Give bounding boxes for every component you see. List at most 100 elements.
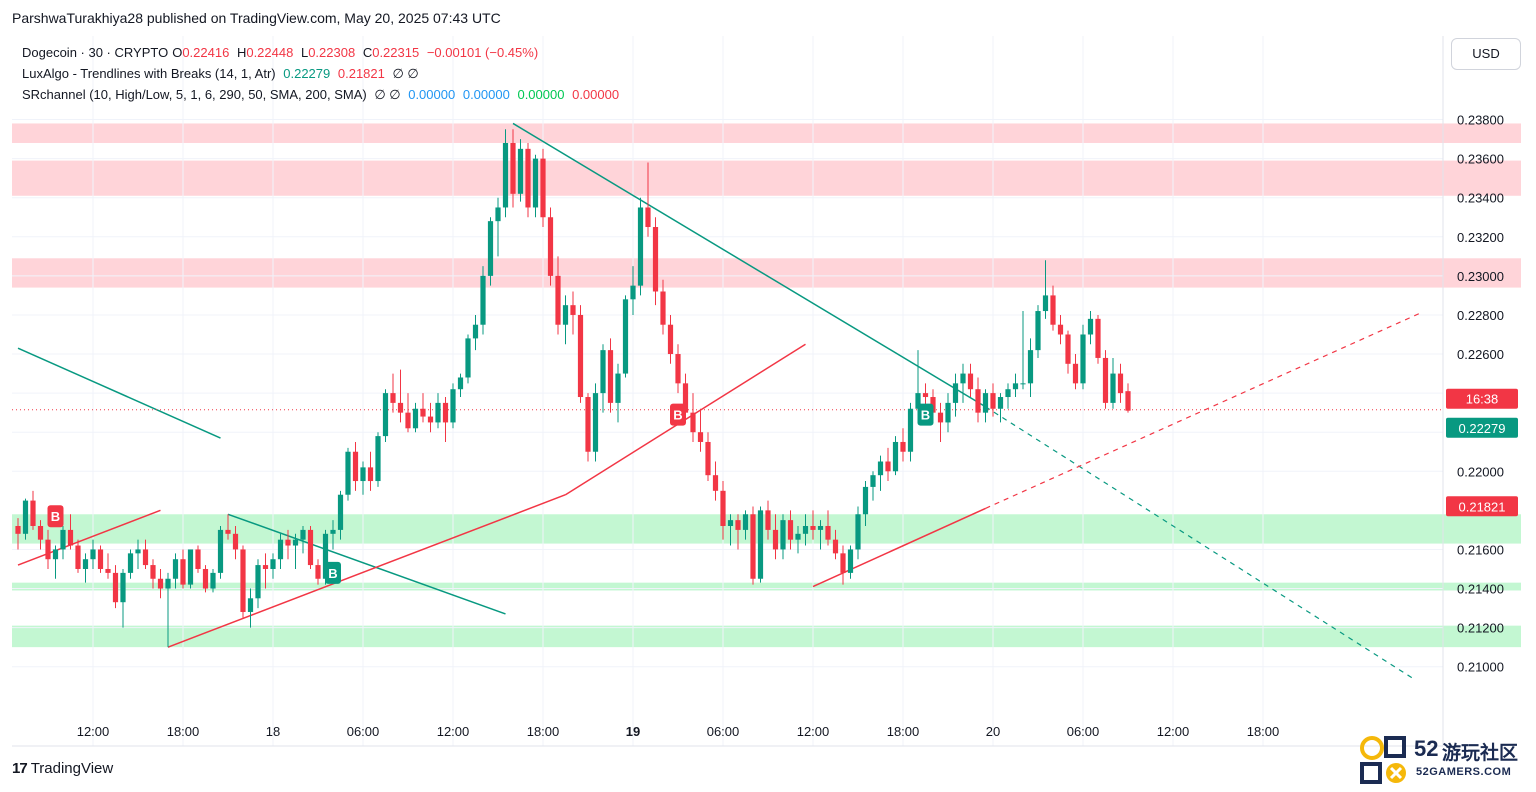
candle-body — [810, 525, 816, 530]
candle-body — [247, 598, 254, 612]
y-axis-tick-label: 0.22800 — [1457, 308, 1504, 323]
candle-body — [630, 285, 636, 300]
candle-body — [277, 539, 284, 560]
candle-body — [97, 549, 104, 569]
candle-body — [990, 393, 996, 409]
candle-body — [262, 565, 269, 569]
candle-body — [847, 549, 854, 573]
candle-body — [285, 539, 291, 546]
candle-body — [1057, 324, 1064, 335]
x-axis-tick-label: 06:00 — [707, 724, 740, 739]
candle-body — [217, 529, 224, 573]
price-label-box — [1446, 388, 1518, 409]
candle-body — [510, 142, 516, 194]
resistance-zone — [12, 258, 1521, 288]
indicator-name[interactable]: SRchannel (10, High/Low, 5, 1, 6, 290, 5… — [22, 87, 367, 102]
support-zone — [12, 582, 1521, 591]
candle-body — [757, 510, 764, 579]
candle-body — [412, 408, 419, 429]
indicator-value: 0.00000 — [462, 87, 510, 102]
x-axis-tick-label: 18 — [266, 724, 280, 739]
candle-body — [367, 467, 374, 482]
candle-body — [307, 529, 314, 566]
candle-body — [435, 402, 441, 423]
tradingview-logo-text: TradingView — [30, 760, 114, 777]
candle-body — [495, 207, 501, 222]
candle-body — [862, 486, 869, 515]
candle-body — [37, 525, 44, 540]
y-axis-tick-label: 0.22600 — [1457, 347, 1504, 362]
x-axis-tick-label: 06:00 — [347, 724, 380, 739]
candle-body — [457, 377, 464, 390]
indicator-name[interactable]: LuxAlgo - Trendlines with Breaks (14, 1,… — [22, 66, 276, 81]
down-trendline — [512, 122, 986, 408]
y-axis-tick-label: 0.23600 — [1457, 152, 1504, 167]
candle-body — [1072, 363, 1079, 384]
candle-body — [105, 568, 111, 573]
chart-grid — [12, 36, 1443, 746]
currency-button[interactable]: USD — [1451, 38, 1521, 70]
axes[interactable]: 0.23800 0.23600 0.23400 0.23200 0.23000 0.228… — [12, 36, 1518, 747]
candle-body — [975, 389, 981, 413]
candle-body — [1035, 311, 1041, 351]
candle-body — [525, 148, 531, 208]
candle-body — [562, 305, 569, 325]
candle-body — [315, 565, 321, 579]
high-value: 0.22448 — [246, 45, 294, 60]
down-trendline — [17, 347, 221, 439]
candle-body — [802, 525, 809, 534]
publisher-caption: ParshwaTurakhiya28 published on TradingV… — [12, 10, 501, 26]
x-axis-tick-label: 20 — [986, 724, 1000, 739]
trendlines — [12, 122, 1443, 679]
candle-body — [960, 373, 966, 384]
x-axis-tick-label: 18:00 — [527, 724, 560, 739]
candle-body — [210, 572, 216, 589]
candle-body — [555, 275, 561, 325]
candle-body — [465, 338, 471, 378]
indicator-legend-trendlines[interactable]: LuxAlgo - Trendlines with Breaks (14, 1,… — [22, 66, 423, 82]
change-value: −0.00101 (−0.45%) — [426, 45, 539, 60]
y-axis-tick-label: 0.21200 — [1457, 621, 1504, 636]
candle-body — [135, 549, 141, 554]
low-value: 0.22308 — [308, 45, 356, 60]
candle-body — [652, 227, 659, 292]
candle-body — [1050, 295, 1056, 325]
indicator-na-values: ∅ ∅ — [374, 87, 401, 102]
candle-body — [225, 529, 231, 534]
resistance-zone — [12, 160, 1521, 196]
open-value: 0.22416 — [182, 45, 230, 60]
candle-body — [82, 559, 89, 569]
candle-body — [337, 494, 344, 530]
x-axis-tick-label: 12:00 — [77, 724, 110, 739]
candle-body — [1027, 350, 1034, 384]
candle-body — [22, 500, 29, 534]
candle-body — [945, 402, 951, 423]
candle-body — [1087, 318, 1094, 335]
signal-marker — [670, 403, 686, 426]
tradingview-logo[interactable]: 17 TradingView — [12, 760, 113, 777]
candle-body — [697, 432, 704, 442]
price-label-box — [1446, 417, 1518, 438]
close-value: 0.22315 — [372, 45, 420, 60]
symbol-name[interactable]: Dogecoin · 30 · CRYPTO — [22, 45, 169, 60]
candle-body — [750, 514, 756, 579]
candle-body — [930, 397, 936, 413]
y-axis-tick-label: 0.21000 — [1457, 660, 1504, 675]
signal-marker — [47, 505, 64, 528]
price-label-box — [1446, 496, 1518, 517]
candle-body — [172, 559, 179, 579]
indicator-legend-srchannel[interactable]: SRchannel (10, High/Low, 5, 1, 6, 290, 5… — [22, 87, 623, 103]
x-axis-tick-label: 18:00 — [167, 724, 200, 739]
signal-marker-label: B — [921, 408, 930, 423]
x-axis-tick-label: 18:00 — [887, 724, 920, 739]
candle-body — [180, 559, 186, 585]
candlesticks[interactable] — [15, 129, 1131, 648]
down-trendline — [985, 406, 1414, 679]
tradingview-logo-icon: 17 — [12, 760, 28, 777]
x-axis-tick-label: 12:00 — [797, 724, 830, 739]
low-label: L — [300, 45, 309, 60]
symbol-legend[interactable]: Dogecoin · 30 · CRYPTO O0.22416 H0.22448 … — [22, 45, 542, 60]
signal-marker — [325, 561, 341, 584]
candle-body — [30, 500, 36, 526]
